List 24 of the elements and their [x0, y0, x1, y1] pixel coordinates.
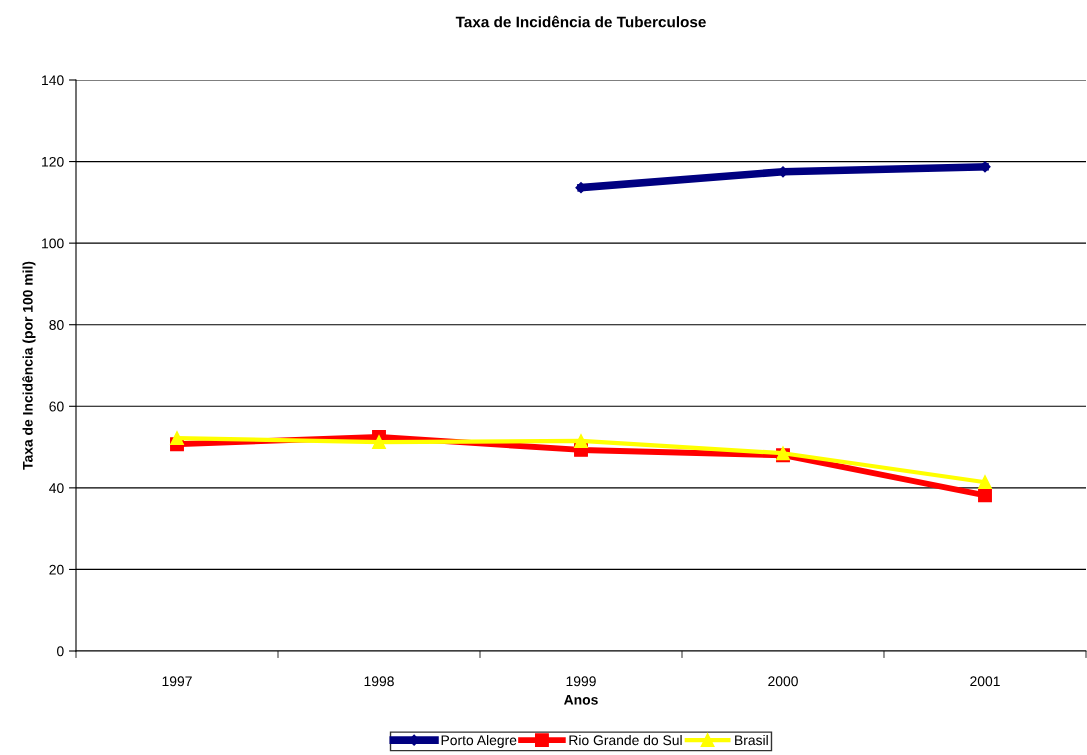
y-tick-label: 20 [49, 564, 64, 575]
x-tick-label: 1998 [364, 676, 394, 687]
x-tick-label: 2000 [768, 676, 798, 687]
y-tick-label: 0 [57, 646, 64, 657]
point [574, 434, 588, 448]
point [978, 488, 992, 503]
legend-label: Brasil [735, 734, 768, 746]
point [372, 435, 386, 450]
y-tick-label: 80 [49, 320, 64, 330]
y-tick-label: 100 [42, 238, 64, 249]
legend-label: Rio Grande do Sul [569, 734, 682, 746]
y-tick-label: 140 [42, 75, 64, 86]
x-tick-label: 2001 [970, 676, 1000, 687]
legend-label: Porto Alegre [441, 734, 517, 748]
point [170, 431, 184, 446]
chart-title: Taxa de Incidência de Tuberculose [455, 15, 706, 28]
x-axis-title: Anos [563, 695, 598, 705]
y-tick-label: 40 [49, 483, 64, 494]
point [978, 475, 992, 490]
y-axis-title: Taxa de Incidência (por 100 mil) [22, 261, 36, 470]
x-tick-label: 1997 [162, 676, 192, 687]
x-tick-label: 1999 [566, 676, 596, 687]
y-tick-label: 60 [49, 401, 64, 412]
y-tick-label: 120 [42, 156, 64, 167]
